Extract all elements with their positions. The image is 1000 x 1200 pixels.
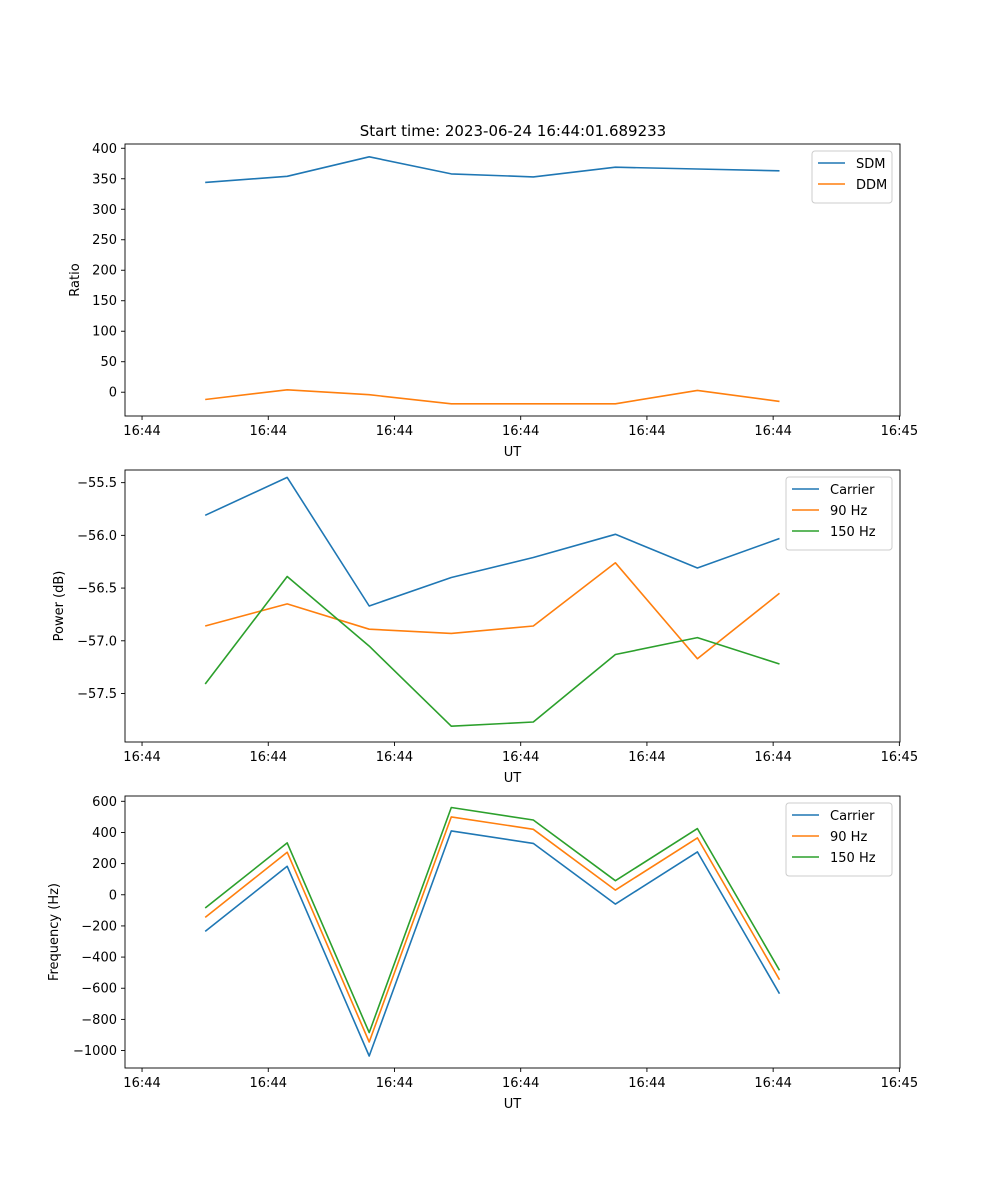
legend: Carrier 90 Hz 150 Hz bbox=[785, 802, 893, 877]
y-tick-label: 50 bbox=[100, 355, 117, 370]
legend-box bbox=[811, 150, 893, 204]
x-tick-label: 16:44 bbox=[250, 1076, 287, 1091]
x-tick-label: 16:44 bbox=[502, 750, 539, 765]
y-tick-label: 150 bbox=[92, 294, 117, 309]
series-line-carrier bbox=[204, 476, 780, 607]
legend-label: Carrier bbox=[830, 809, 875, 824]
legend: Carrier 90 Hz 150 Hz bbox=[785, 476, 893, 551]
y-tick-label: −57.0 bbox=[77, 634, 117, 649]
legend-label: 150 Hz bbox=[830, 525, 876, 540]
x-tick-label: 16:44 bbox=[123, 424, 160, 439]
x-tick-label: 16:44 bbox=[754, 750, 791, 765]
y-tick-label: 100 bbox=[92, 325, 117, 340]
x-tick-label: 16:44 bbox=[502, 424, 539, 439]
y-tick-label: 0 bbox=[109, 888, 117, 903]
x-tick-label: 16:44 bbox=[123, 750, 160, 765]
y-tick-label: 400 bbox=[92, 826, 117, 841]
y-tick-label: 0 bbox=[109, 386, 117, 401]
x-tick-label: 16:44 bbox=[502, 1076, 539, 1091]
chart-panel-1: 16:44 16:44 16:44 16:44 16:44 16:44 16:45 0 50 10… bbox=[68, 142, 918, 460]
y-axis-label: Power (dB) bbox=[52, 571, 67, 642]
series-line-carrier bbox=[204, 830, 781, 1057]
y-tick-label: 400 bbox=[92, 142, 117, 157]
legend-label: 150 Hz bbox=[830, 851, 876, 866]
chart-panels: 16:44 16:44 16:44 16:44 16:44 16:44 16:45 0 50 10… bbox=[47, 142, 918, 1112]
x-axis-label: UT bbox=[504, 445, 522, 460]
y-axis-label: Frequency (Hz) bbox=[47, 883, 62, 981]
series-line-150-hz bbox=[204, 806, 781, 1034]
x-tick-label: 16:44 bbox=[628, 424, 665, 439]
x-tick-label: 16:44 bbox=[754, 1076, 791, 1091]
x-tick-label: 16:44 bbox=[376, 1076, 413, 1091]
series-line-sdm bbox=[205, 156, 780, 184]
y-tick-label: −57.5 bbox=[77, 687, 117, 702]
y-tick-label: 600 bbox=[92, 795, 117, 810]
legend-label: 90 Hz bbox=[830, 504, 867, 519]
y-tick-label: 350 bbox=[92, 172, 117, 187]
x-axis-label: UT bbox=[504, 1097, 522, 1112]
y-tick-label: 200 bbox=[92, 857, 117, 872]
y-tick-label: −1000 bbox=[73, 1044, 117, 1059]
chart-panel-2: 16:44 16:44 16:44 16:44 16:44 16:44 16:45 −57.5… bbox=[52, 469, 918, 786]
y-tick-label: −55.5 bbox=[77, 476, 117, 491]
y-axis-label: Ratio bbox=[68, 263, 83, 296]
series-line-ddm bbox=[205, 388, 780, 405]
x-tick-label: 16:44 bbox=[376, 424, 413, 439]
x-tick-label: 16:44 bbox=[250, 750, 287, 765]
x-tick-label: 16:44 bbox=[123, 1076, 160, 1091]
x-tick-label: 16:45 bbox=[881, 750, 918, 765]
plot-frame bbox=[124, 143, 901, 417]
x-tick-label: 16:44 bbox=[628, 750, 665, 765]
y-tick-label: −600 bbox=[81, 982, 117, 997]
series-line-150-hz bbox=[204, 575, 780, 728]
series-line-90-hz bbox=[204, 561, 780, 660]
legend-label: 90 Hz bbox=[830, 830, 867, 845]
y-tick-label: −200 bbox=[81, 919, 117, 934]
legend: SDM DDM bbox=[811, 150, 893, 204]
plot-frame bbox=[124, 469, 901, 743]
legend-label: DDM bbox=[856, 178, 887, 193]
y-tick-label: 200 bbox=[92, 264, 117, 279]
x-tick-label: 16:44 bbox=[376, 750, 413, 765]
x-tick-label: 16:44 bbox=[628, 1076, 665, 1091]
legend-label: SDM bbox=[856, 157, 885, 172]
legend-label: Carrier bbox=[830, 483, 875, 498]
y-tick-label: −800 bbox=[81, 1013, 117, 1028]
x-tick-label: 16:45 bbox=[881, 424, 918, 439]
x-tick-label: 16:45 bbox=[881, 1076, 918, 1091]
x-tick-label: 16:44 bbox=[250, 424, 287, 439]
y-tick-label: −56.0 bbox=[77, 529, 117, 544]
series-line-90-hz bbox=[204, 816, 781, 1043]
x-axis-label: UT bbox=[504, 771, 522, 786]
figure-title: Start time: 2023-06-24 16:44:01.689233 bbox=[360, 122, 666, 140]
y-tick-label: 250 bbox=[92, 233, 117, 248]
x-tick-label: 16:44 bbox=[754, 424, 791, 439]
chart-panel-3: 16:44 16:44 16:44 16:44 16:44 16:44 16:45 −1000… bbox=[47, 795, 918, 1112]
y-tick-label: −400 bbox=[81, 951, 117, 966]
y-tick-label: −56.5 bbox=[77, 582, 117, 597]
plot-frame bbox=[124, 795, 901, 1069]
y-tick-label: 300 bbox=[92, 203, 117, 218]
